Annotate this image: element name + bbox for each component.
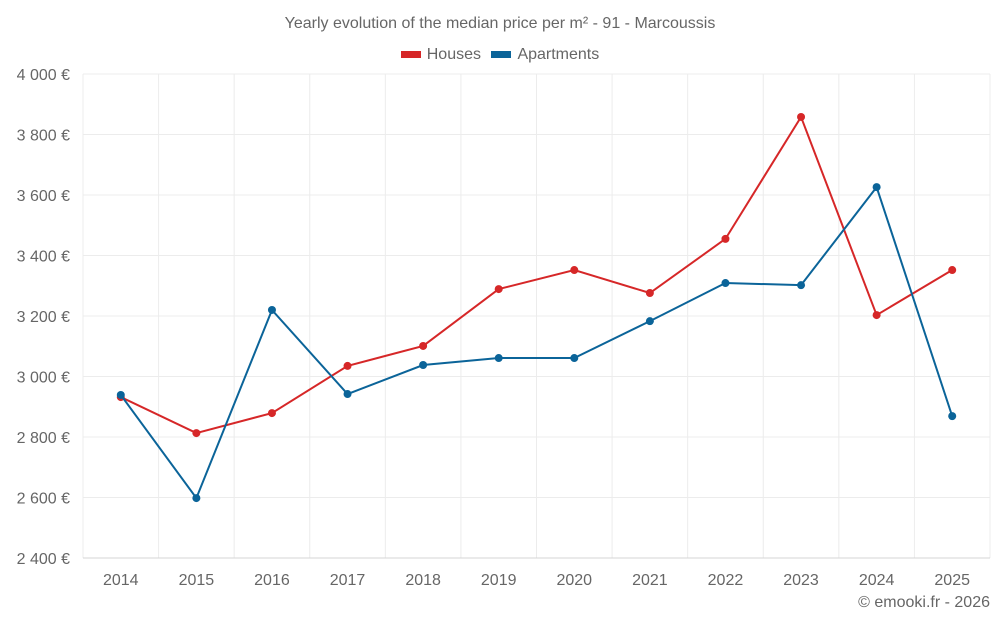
data-point-apartments bbox=[872, 183, 881, 192]
data-point-apartments bbox=[343, 390, 352, 399]
y-tick-label: 3 800 € bbox=[17, 128, 70, 145]
y-tick-label: 3 000 € bbox=[17, 370, 70, 387]
y-tick-label: 2 400 € bbox=[17, 551, 70, 568]
data-point-houses bbox=[343, 361, 352, 370]
data-point-houses bbox=[872, 311, 881, 320]
x-tick-label: 2017 bbox=[330, 572, 366, 589]
data-point-houses bbox=[494, 285, 503, 294]
data-point-houses bbox=[645, 289, 654, 298]
data-point-apartments bbox=[645, 317, 654, 326]
series-line-houses bbox=[120, 114, 953, 435]
legend-label-apartments: Apartments bbox=[517, 45, 600, 63]
y-tick-label: 3 200 € bbox=[17, 309, 70, 326]
data-point-apartments bbox=[570, 354, 579, 363]
copyright-footer: © emooki.fr - 2026 bbox=[858, 594, 990, 611]
x-tick-label: 2020 bbox=[556, 572, 592, 589]
y-tick-label: 2 600 € bbox=[17, 491, 70, 508]
data-point-apartments bbox=[494, 354, 503, 363]
data-point-houses bbox=[721, 234, 730, 243]
y-tick-label: 3 600 € bbox=[17, 188, 70, 205]
data-point-apartments bbox=[797, 281, 806, 290]
data-point-houses bbox=[797, 112, 806, 121]
y-tick-label: 4 000 € bbox=[17, 67, 70, 84]
legend-item-apartments[interactable]: Apartments bbox=[491, 46, 599, 64]
x-tick-label: 2023 bbox=[783, 572, 819, 589]
data-point-apartments bbox=[419, 361, 428, 370]
x-tick-label: 2021 bbox=[632, 572, 668, 589]
x-tick-label: 2019 bbox=[481, 572, 517, 589]
y-tick-label: 3 400 € bbox=[17, 249, 70, 266]
x-tick-label: 2018 bbox=[405, 572, 441, 589]
data-point-apartments bbox=[267, 305, 276, 314]
data-point-houses bbox=[570, 266, 579, 275]
data-point-apartments bbox=[721, 279, 730, 288]
data-point-apartments bbox=[116, 390, 125, 399]
x-tick-label: 2022 bbox=[708, 572, 744, 589]
x-tick-label: 2014 bbox=[103, 572, 139, 589]
series-line-apartments bbox=[119, 185, 954, 501]
data-point-houses bbox=[267, 409, 276, 418]
legend-swatch-houses bbox=[400, 51, 421, 58]
legend-label-houses: Houses bbox=[426, 45, 481, 63]
data-point-apartments bbox=[948, 412, 957, 421]
x-tick-label: 2015 bbox=[179, 572, 215, 589]
y-tick-label: 2 800 € bbox=[17, 430, 70, 447]
data-point-houses bbox=[419, 341, 428, 350]
chart-title: Yearly evolution of the median price per… bbox=[284, 15, 716, 32]
legend: Houses Apartments bbox=[0, 45, 1000, 64]
data-point-houses bbox=[948, 266, 957, 275]
legend-item-houses[interactable]: Houses bbox=[400, 45, 481, 64]
x-tick-label: 2024 bbox=[859, 572, 895, 589]
data-point-houses bbox=[192, 429, 201, 438]
x-tick-label: 2025 bbox=[934, 572, 970, 589]
legend-swatch-apartments bbox=[491, 51, 512, 58]
data-point-apartments bbox=[192, 494, 201, 503]
x-tick-label: 2016 bbox=[254, 572, 290, 589]
